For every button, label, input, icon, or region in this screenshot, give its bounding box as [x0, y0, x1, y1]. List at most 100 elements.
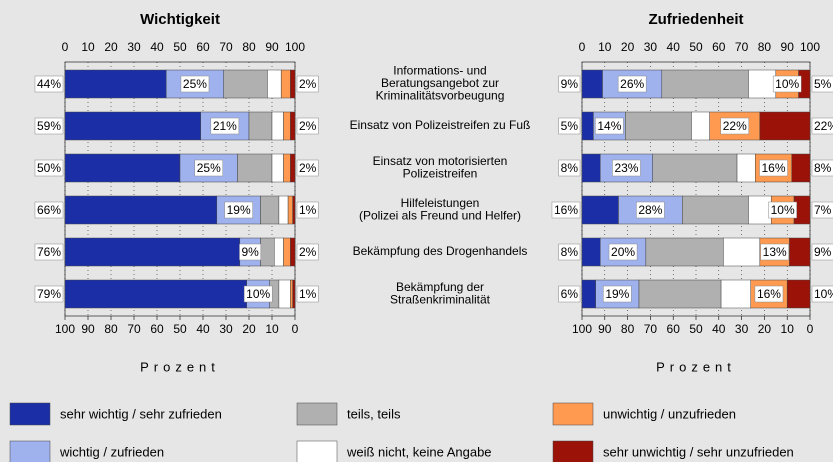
value-label-box [595, 117, 624, 135]
chart-title: Zufriedenheit [648, 11, 743, 28]
value-label-box [558, 159, 581, 177]
x-tick-label: 40 [667, 40, 681, 54]
bar-segment [723, 237, 761, 267]
value-label-box [243, 285, 273, 303]
x-tick-label: 60 [712, 40, 726, 54]
bar-segment [581, 153, 601, 183]
value-label: 23% [614, 161, 638, 175]
value-label: 2% [299, 245, 317, 259]
value-label: 1% [299, 287, 317, 301]
x-tick-label: 80 [621, 322, 635, 336]
bar-segment [682, 195, 749, 225]
value-label: 16% [554, 203, 578, 217]
legend-label: wichtig / zufrieden [59, 444, 164, 459]
value-label-box [720, 117, 750, 135]
bar-segment [581, 279, 596, 309]
legend-label: unwichtig / unzufrieden [603, 406, 736, 421]
legend-label: sehr unwichtig / sehr unzufrieden [603, 444, 794, 459]
bar-segment [581, 69, 603, 99]
bar-segment [278, 279, 291, 309]
bar-segment [271, 153, 284, 183]
bar-segment [280, 69, 291, 99]
value-label: 19% [605, 287, 629, 301]
value-label-box [551, 201, 581, 219]
bar-segment [260, 237, 275, 267]
bar-segment [581, 111, 594, 141]
value-label: 2% [299, 119, 317, 133]
x-tick-label: 80 [242, 40, 256, 54]
value-label: 10% [771, 203, 795, 217]
value-label: 25% [197, 161, 221, 175]
value-label-box [296, 75, 319, 93]
legend-swatch [9, 440, 51, 462]
value-label-box [558, 243, 581, 261]
bar-segment [691, 111, 710, 141]
x-axis-label: Prozent [656, 359, 736, 374]
category-label: Bekämpfung der Straßenkriminalität [390, 280, 491, 307]
plot-frame [581, 61, 811, 317]
value-label: 26% [620, 77, 644, 91]
value-label-box [224, 201, 253, 219]
value-label-box [603, 285, 632, 303]
bar-segment [638, 279, 722, 309]
bar-segment [736, 153, 756, 183]
value-label: 13% [763, 245, 787, 259]
bar-segment [64, 111, 201, 141]
value-label: 9% [814, 245, 832, 259]
bar-segment [720, 279, 751, 309]
bar-segment [287, 195, 293, 225]
bar-segment [581, 237, 601, 267]
legend-swatch [296, 402, 338, 426]
value-label-box [34, 75, 64, 93]
value-label-box [811, 159, 833, 177]
x-tick-label: 90 [598, 322, 612, 336]
x-tick-label: 100 [572, 322, 592, 336]
legend-label: weiß nicht, keine Angabe [346, 444, 492, 459]
value-label: 16% [762, 161, 786, 175]
bar-segment [625, 111, 692, 141]
bar-segment [64, 237, 241, 267]
value-label: 66% [37, 203, 61, 217]
bar-segment [278, 195, 289, 225]
value-label-box [34, 243, 64, 261]
bar-segment [290, 153, 296, 183]
bar-segment [271, 111, 284, 141]
value-label-box [768, 201, 797, 219]
value-label: 5% [561, 119, 579, 133]
x-tick-label: 100 [55, 322, 75, 336]
value-label-box [558, 117, 581, 135]
x-tick-label: 50 [689, 322, 703, 336]
value-label-box [239, 243, 262, 261]
bar-segment [652, 153, 738, 183]
x-tick-label: 60 [667, 322, 681, 336]
value-label-box [558, 285, 581, 303]
legend-swatch [296, 440, 338, 462]
value-label: 16% [757, 287, 781, 301]
value-label: 7% [814, 203, 832, 217]
x-tick-label: 20 [104, 40, 118, 54]
value-label: 8% [561, 161, 579, 175]
x-tick-label: 60 [196, 40, 210, 54]
x-tick-label: 50 [689, 40, 703, 54]
value-label-box [759, 159, 788, 177]
value-label-box [754, 285, 784, 303]
value-label: 10% [775, 77, 799, 91]
bar-segment [645, 237, 724, 267]
value-label-box [811, 201, 833, 219]
value-label-box [617, 75, 647, 93]
x-tick-label: 90 [781, 40, 795, 54]
value-label-box [636, 201, 665, 219]
x-tick-label: 100 [285, 40, 305, 54]
bar-segment [290, 237, 296, 267]
value-label: 5% [814, 77, 832, 91]
value-label: 14% [597, 119, 621, 133]
bar-segment [248, 111, 273, 141]
bar-segment [64, 69, 167, 99]
bar-segment [748, 195, 772, 225]
bar-segment [290, 111, 296, 141]
bar-segment [274, 237, 284, 267]
value-label: 10% [246, 287, 270, 301]
value-label-box [772, 75, 802, 93]
bar-segment [789, 237, 811, 267]
value-label-box [34, 201, 64, 219]
